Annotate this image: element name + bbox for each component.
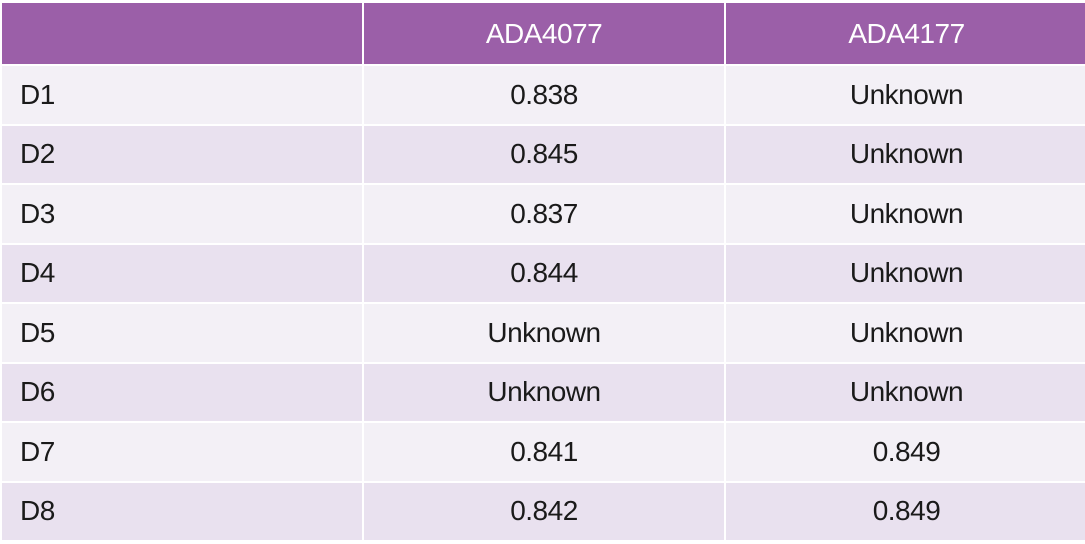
table-row: D5 Unknown Unknown [2, 304, 1085, 362]
table-cell: 0.845 [364, 125, 724, 183]
row-label: D8 [2, 482, 362, 540]
table-cell: Unknown [726, 304, 1085, 362]
column-header: ADA4077 [364, 3, 724, 64]
table-cell: 0.844 [364, 244, 724, 302]
table-cell: Unknown [726, 66, 1085, 124]
header-row: ADA4077 ADA4177 [2, 3, 1085, 64]
table-row: D2 0.845 Unknown [2, 125, 1085, 183]
table-cell: Unknown [726, 244, 1085, 302]
table-row: D6 Unknown Unknown [2, 363, 1085, 421]
row-label: D7 [2, 423, 362, 481]
table-cell: Unknown [726, 125, 1085, 183]
table-cell: 0.849 [726, 482, 1085, 540]
table-cell: Unknown [726, 363, 1085, 421]
row-label: D1 [2, 66, 362, 124]
table-row: D3 0.837 Unknown [2, 185, 1085, 243]
table-cell: Unknown [364, 363, 724, 421]
table-cell: 0.842 [364, 482, 724, 540]
table-cell: 0.849 [726, 423, 1085, 481]
table-cell: Unknown [364, 304, 724, 362]
header-cell-empty [2, 3, 362, 64]
table-cell: 0.841 [364, 423, 724, 481]
table-cell: Unknown [726, 185, 1085, 243]
row-label: D2 [2, 125, 362, 183]
table-cell: 0.838 [364, 66, 724, 124]
table-row: D1 0.838 Unknown [2, 66, 1085, 124]
table-row: D8 0.842 0.849 [2, 482, 1085, 540]
column-header: ADA4177 [726, 3, 1085, 64]
row-label: D6 [2, 363, 362, 421]
table-row: D7 0.841 0.849 [2, 423, 1085, 481]
row-label: D3 [2, 185, 362, 243]
table-cell: 0.837 [364, 185, 724, 243]
row-label: D4 [2, 244, 362, 302]
table-row: D4 0.844 Unknown [2, 244, 1085, 302]
row-label: D5 [2, 304, 362, 362]
